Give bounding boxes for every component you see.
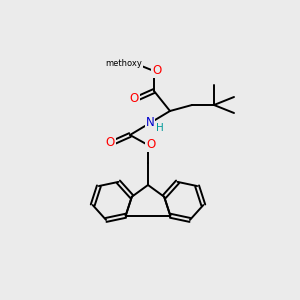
Text: O: O — [152, 64, 162, 77]
Text: O: O — [129, 92, 139, 106]
Text: O: O — [146, 139, 156, 152]
Text: H: H — [156, 123, 164, 133]
Text: N: N — [146, 116, 154, 130]
Text: O: O — [105, 136, 115, 149]
Text: methoxy: methoxy — [106, 58, 142, 68]
